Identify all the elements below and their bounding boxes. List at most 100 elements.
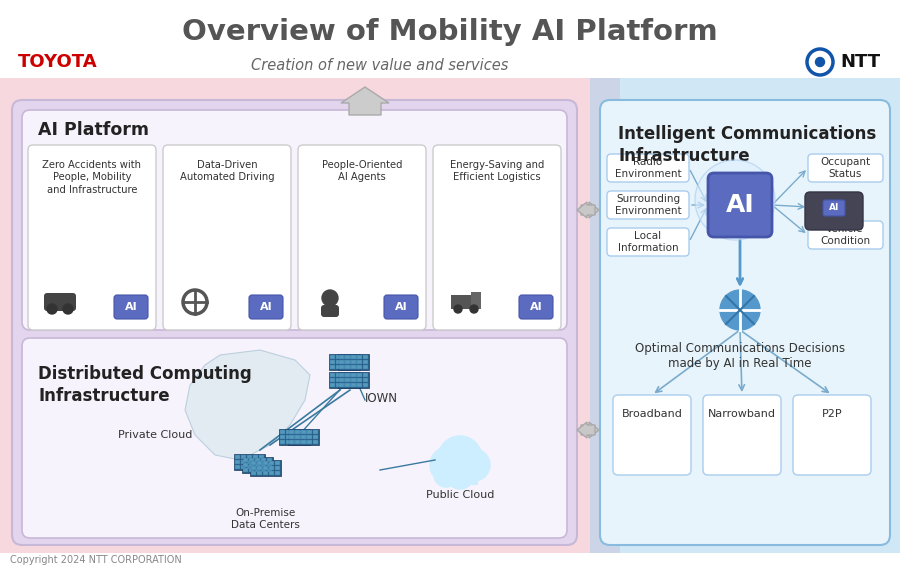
Bar — [286, 430, 291, 434]
FancyBboxPatch shape — [805, 192, 863, 230]
Bar — [330, 383, 335, 387]
Bar — [275, 466, 280, 470]
Text: Broadband: Broadband — [622, 409, 682, 419]
Bar — [339, 355, 344, 359]
Text: Creation of new value and services: Creation of new value and services — [251, 58, 508, 72]
Bar — [243, 458, 248, 462]
Circle shape — [434, 463, 458, 487]
FancyBboxPatch shape — [12, 100, 577, 545]
Circle shape — [430, 447, 466, 483]
Bar — [442, 470, 478, 485]
Bar — [259, 460, 264, 464]
Bar — [307, 430, 312, 434]
Bar — [241, 465, 246, 469]
Bar — [253, 455, 258, 459]
Bar — [261, 463, 266, 467]
Circle shape — [47, 304, 57, 314]
Circle shape — [815, 58, 824, 67]
Bar — [269, 471, 274, 475]
Bar — [241, 460, 246, 464]
Bar — [275, 471, 280, 475]
Bar — [289, 440, 294, 444]
Bar — [339, 360, 344, 364]
FancyBboxPatch shape — [613, 395, 691, 475]
Bar — [357, 373, 362, 377]
Bar — [336, 360, 341, 364]
Bar — [354, 373, 359, 377]
Text: TOYOTA: TOYOTA — [18, 53, 97, 71]
Bar — [348, 373, 353, 377]
Bar — [263, 471, 268, 475]
Bar — [357, 378, 362, 382]
Bar — [257, 471, 262, 475]
Text: Surrounding
Environment: Surrounding Environment — [615, 194, 681, 216]
Bar — [336, 365, 341, 369]
Bar — [307, 435, 312, 439]
Bar — [354, 360, 359, 364]
Bar — [255, 463, 260, 467]
Bar — [234, 454, 265, 470]
Bar — [242, 457, 273, 473]
Bar — [304, 435, 309, 439]
Bar — [257, 466, 262, 470]
Polygon shape — [185, 350, 310, 460]
Text: AI: AI — [725, 193, 754, 217]
Bar — [295, 435, 300, 439]
Bar — [363, 355, 368, 359]
Bar — [292, 430, 297, 434]
Bar — [304, 440, 309, 444]
FancyArrow shape — [341, 87, 389, 115]
Bar — [235, 455, 240, 459]
Circle shape — [438, 436, 482, 480]
Bar — [351, 360, 356, 364]
Bar — [342, 378, 347, 382]
Bar — [351, 373, 356, 377]
FancyArrow shape — [581, 422, 599, 438]
FancyBboxPatch shape — [249, 295, 283, 319]
Text: Zero Accidents with
People, Mobility
and Infrastructure: Zero Accidents with People, Mobility and… — [42, 160, 141, 195]
Bar — [336, 373, 341, 377]
FancyBboxPatch shape — [44, 293, 76, 311]
Bar — [357, 360, 362, 364]
Bar — [354, 383, 359, 387]
Bar — [235, 465, 240, 469]
FancyBboxPatch shape — [607, 154, 689, 182]
Bar — [243, 463, 248, 467]
Bar — [471, 292, 481, 309]
Bar — [259, 455, 264, 459]
Bar — [336, 355, 341, 359]
Bar — [286, 440, 291, 444]
Bar — [289, 430, 294, 434]
Bar — [251, 466, 256, 470]
FancyArrow shape — [577, 202, 595, 218]
Text: Private Cloud: Private Cloud — [118, 430, 193, 440]
FancyBboxPatch shape — [28, 145, 156, 330]
Text: Data-Driven
Automated Driving: Data-Driven Automated Driving — [180, 160, 274, 182]
Bar — [357, 365, 362, 369]
Bar — [251, 471, 256, 475]
Bar — [247, 460, 252, 464]
Bar — [289, 435, 294, 439]
Bar — [363, 373, 368, 377]
Bar — [280, 430, 285, 434]
FancyBboxPatch shape — [793, 395, 871, 475]
Text: Copyright 2024 NTT CORPORATION: Copyright 2024 NTT CORPORATION — [10, 555, 182, 565]
FancyArrow shape — [577, 422, 595, 438]
Text: Vehicle
Condition: Vehicle Condition — [820, 224, 870, 246]
Bar — [345, 383, 350, 387]
Bar — [247, 465, 252, 469]
Bar — [345, 373, 350, 377]
Bar — [267, 463, 272, 467]
Bar — [354, 365, 359, 369]
Bar — [342, 383, 347, 387]
Bar — [351, 378, 356, 382]
Bar — [330, 373, 335, 377]
Bar — [307, 440, 312, 444]
Circle shape — [322, 290, 338, 306]
Circle shape — [720, 290, 760, 330]
Bar — [247, 455, 252, 459]
Bar — [451, 295, 481, 309]
Bar — [348, 360, 353, 364]
Bar — [269, 466, 274, 470]
FancyBboxPatch shape — [321, 305, 339, 317]
